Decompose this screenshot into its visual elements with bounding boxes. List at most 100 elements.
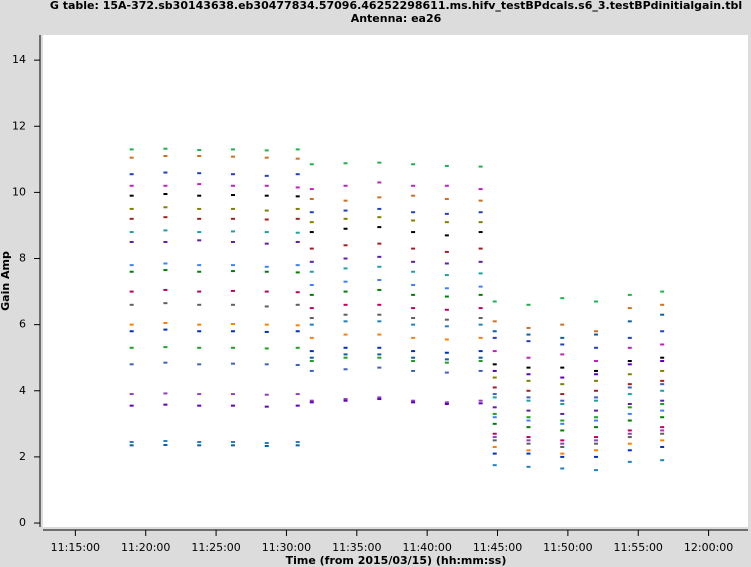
- x-tick-label: 11:45:00: [473, 541, 522, 554]
- data-point: [264, 323, 269, 326]
- data-point: [295, 186, 300, 189]
- data-point: [230, 322, 235, 325]
- data-point: [264, 194, 269, 197]
- data-point: [594, 399, 599, 402]
- data-point: [129, 240, 134, 243]
- data-point: [343, 368, 348, 371]
- data-point: [377, 303, 382, 306]
- data-point: [627, 293, 632, 296]
- data-point: [411, 360, 416, 363]
- data-point: [343, 244, 348, 247]
- data-point: [377, 279, 382, 282]
- data-point: [526, 449, 531, 452]
- data-point: [197, 194, 202, 197]
- data-point: [129, 441, 134, 444]
- data-point: [594, 442, 599, 445]
- data-point: [163, 321, 168, 324]
- data-point: [478, 211, 483, 214]
- data-point: [309, 231, 314, 234]
- data-point: [377, 207, 382, 210]
- data-point: [163, 193, 168, 196]
- data-point: [560, 455, 565, 458]
- data-point: [264, 242, 269, 245]
- data-point: [377, 320, 382, 323]
- data-point: [411, 350, 416, 353]
- data-point: [594, 449, 599, 452]
- x-tick-label: 11:40:00: [402, 541, 451, 554]
- data-point: [197, 183, 202, 186]
- data-point: [264, 270, 269, 273]
- data-point: [444, 325, 449, 328]
- data-point: [230, 444, 235, 447]
- data-point: [377, 265, 382, 268]
- data-point: [129, 148, 134, 151]
- data-point: [197, 264, 202, 267]
- data-point: [377, 356, 382, 359]
- data-point: [295, 173, 300, 176]
- data-point: [492, 416, 497, 419]
- data-point: [526, 436, 531, 439]
- data-point: [526, 379, 531, 382]
- data-point: [264, 184, 269, 187]
- data-point: [444, 308, 449, 311]
- data-point: [660, 426, 665, 429]
- data-point: [526, 303, 531, 306]
- y-tick-label: 8: [19, 252, 26, 265]
- data-point: [129, 363, 134, 366]
- data-point: [343, 303, 348, 306]
- data-point: [478, 260, 483, 263]
- data-point: [478, 307, 483, 310]
- data-point: [129, 290, 134, 293]
- data-point: [560, 323, 565, 326]
- data-point: [478, 356, 483, 359]
- data-point: [295, 207, 300, 210]
- data-point: [627, 320, 632, 323]
- data-point: [411, 323, 416, 326]
- data-point: [560, 429, 565, 432]
- data-point: [627, 406, 632, 409]
- data-point: [526, 356, 531, 359]
- data-point: [197, 444, 202, 447]
- chart-title: G table: 15A-372.sb30143638.eb30477834.5…: [50, 0, 742, 12]
- data-point: [197, 330, 202, 333]
- data-point: [627, 442, 632, 445]
- data-point: [627, 307, 632, 310]
- data-point: [264, 290, 269, 293]
- data-point: [411, 336, 416, 339]
- data-point: [264, 444, 269, 447]
- data-point: [377, 216, 382, 219]
- data-point: [411, 356, 416, 359]
- data-point: [295, 195, 300, 198]
- data-point: [478, 231, 483, 234]
- data-point: [264, 442, 269, 445]
- data-point: [197, 290, 202, 293]
- data-point: [264, 363, 269, 366]
- data-point: [594, 330, 599, 333]
- data-point: [295, 264, 300, 267]
- data-point: [411, 184, 416, 187]
- data-point: [492, 396, 497, 399]
- data-point: [560, 393, 565, 396]
- data-point: [343, 320, 348, 323]
- data-point: [627, 436, 632, 439]
- data-point: [411, 260, 416, 263]
- data-point: [444, 361, 449, 364]
- data-point: [343, 398, 348, 401]
- y-tick-label: 12: [12, 119, 26, 132]
- data-point: [129, 444, 134, 447]
- data-point: [560, 376, 565, 379]
- data-point: [660, 439, 665, 442]
- data-point: [411, 219, 416, 222]
- y-axis-label: Gain Amp: [0, 251, 12, 311]
- data-point: [526, 419, 531, 422]
- data-point: [478, 399, 483, 402]
- data-point: [444, 221, 449, 224]
- data-point: [526, 442, 531, 445]
- data-point: [197, 346, 202, 349]
- data-point: [444, 318, 449, 321]
- data-point: [377, 242, 382, 245]
- data-point: [309, 336, 314, 339]
- data-point: [444, 351, 449, 354]
- data-point: [295, 404, 300, 407]
- data-point: [295, 291, 300, 294]
